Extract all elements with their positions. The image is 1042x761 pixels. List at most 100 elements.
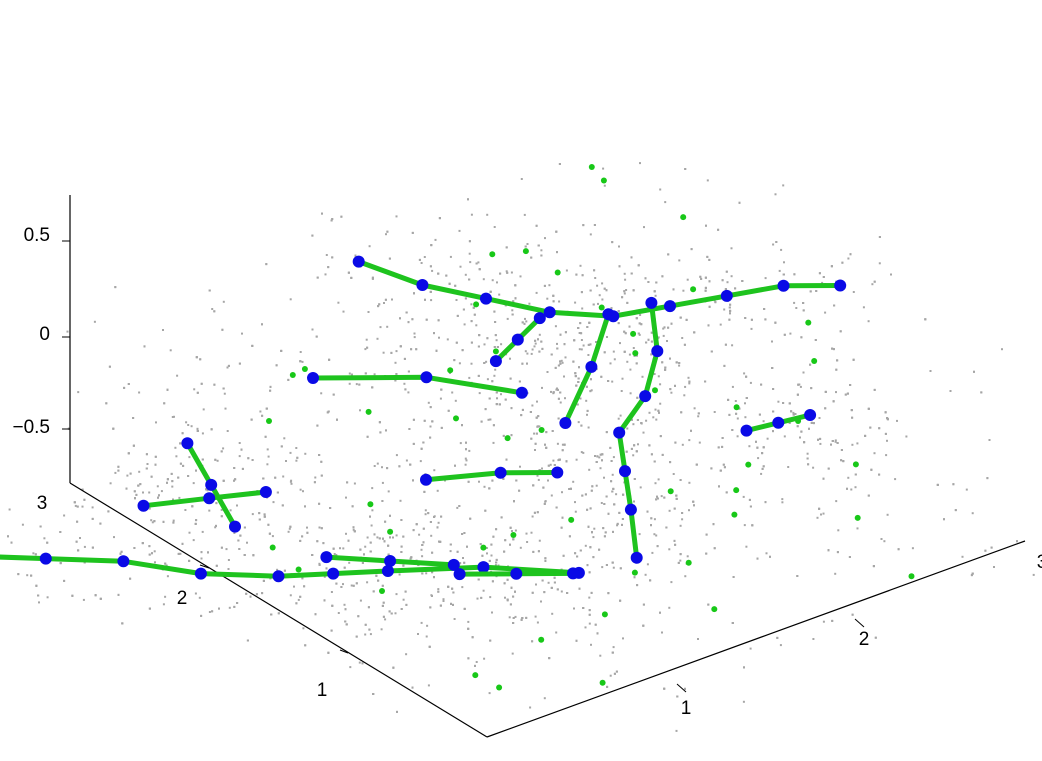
cloud-point [325,567,328,570]
cloud-point [190,425,193,428]
cloud-point [452,591,455,594]
cloud-point [556,442,559,445]
cloud-point [429,436,432,439]
cloud-point [371,277,374,280]
cloud-point [304,644,307,647]
cloud-point [851,416,854,419]
isolated-point [301,366,308,372]
cloud-point [188,559,191,562]
cloud-point [35,584,38,587]
cloud-point [238,455,241,458]
cloud-point [378,537,381,540]
cloud-point [555,506,558,509]
cloud-point [559,401,562,404]
cloud-point [771,340,773,343]
cloud-point [249,595,252,598]
cloud-point [707,324,710,327]
cloud-point [886,513,889,516]
cloud-point [836,551,839,554]
cloud-point [872,565,875,568]
cloud-point [504,596,506,599]
cloud-point [331,256,334,259]
cloud-point [179,552,182,555]
cloud-point [499,272,502,275]
cloud-point [59,531,62,533]
cloud-point [602,167,605,170]
cloud-point [572,360,575,363]
cloud-point [535,291,538,294]
cloud-point [630,447,633,450]
skeleton-node [381,565,394,577]
cloud-point [494,334,497,337]
cloud-point [601,459,603,462]
cloud-point [316,276,319,279]
cloud-point [526,352,529,355]
cloud-point [505,246,508,249]
cloud-point [761,467,764,470]
cloud-point [481,554,484,557]
cloud-point [215,564,218,567]
cloud-point [175,455,178,458]
cloud-point [623,350,626,353]
skeleton-node [720,289,733,302]
y-tick-label: 2 [177,588,188,609]
cloud-point [603,535,606,538]
cloud-point [403,382,406,385]
cloud-point [536,511,539,514]
cloud-point [525,532,528,535]
cloud-point [402,598,405,601]
isolated-point [367,501,374,508]
cloud-point [222,300,225,303]
cloud-point [560,359,563,362]
cloud-point [790,410,793,413]
cloud-point [26,574,29,577]
cloud-point [952,483,955,486]
cloud-point [366,346,369,349]
cloud-point [546,297,549,300]
cloud-point [772,430,774,433]
cloud-point [10,541,13,544]
cloud-point [878,262,881,265]
cloud-point [454,399,457,402]
cloud-point [424,509,427,512]
cloud-point [659,435,662,438]
cloud-point [478,392,481,395]
cloud-point [171,480,174,483]
isolated-point [908,573,915,580]
cloud-point [384,520,387,523]
cloud-point [392,536,394,539]
cloud-point [468,449,471,452]
cloud-point [600,502,603,504]
cloud-point [77,549,80,552]
cloud-point [179,462,182,465]
cloud-point [590,489,593,492]
cloud-point [818,507,821,510]
cloud-point [586,409,589,412]
cloud-point [500,516,503,519]
skeleton-node [447,558,460,571]
cloud-point [668,509,671,512]
cloud-point [201,432,204,435]
cloud-point [304,452,307,455]
cloud-point [437,319,440,322]
isolated-point [489,251,496,258]
cloud-point [290,479,293,482]
isolated-point [269,544,276,551]
cloud-point [541,347,544,350]
cloud-point [793,273,796,276]
cloud-point [211,610,214,613]
cloud-point [603,476,605,479]
cloud-point [390,351,393,354]
cloud-point [690,429,692,432]
isolated-point [632,350,639,357]
cloud-point [640,422,643,424]
cloud-point [446,338,449,341]
cloud-point [573,339,576,342]
cloud-point [799,436,801,439]
cloud-point [554,366,557,369]
skeleton-node [259,486,272,498]
cloud-point [725,270,728,273]
cloud-point [678,364,681,367]
cloud-point [318,563,321,566]
isolated-point [811,358,818,364]
